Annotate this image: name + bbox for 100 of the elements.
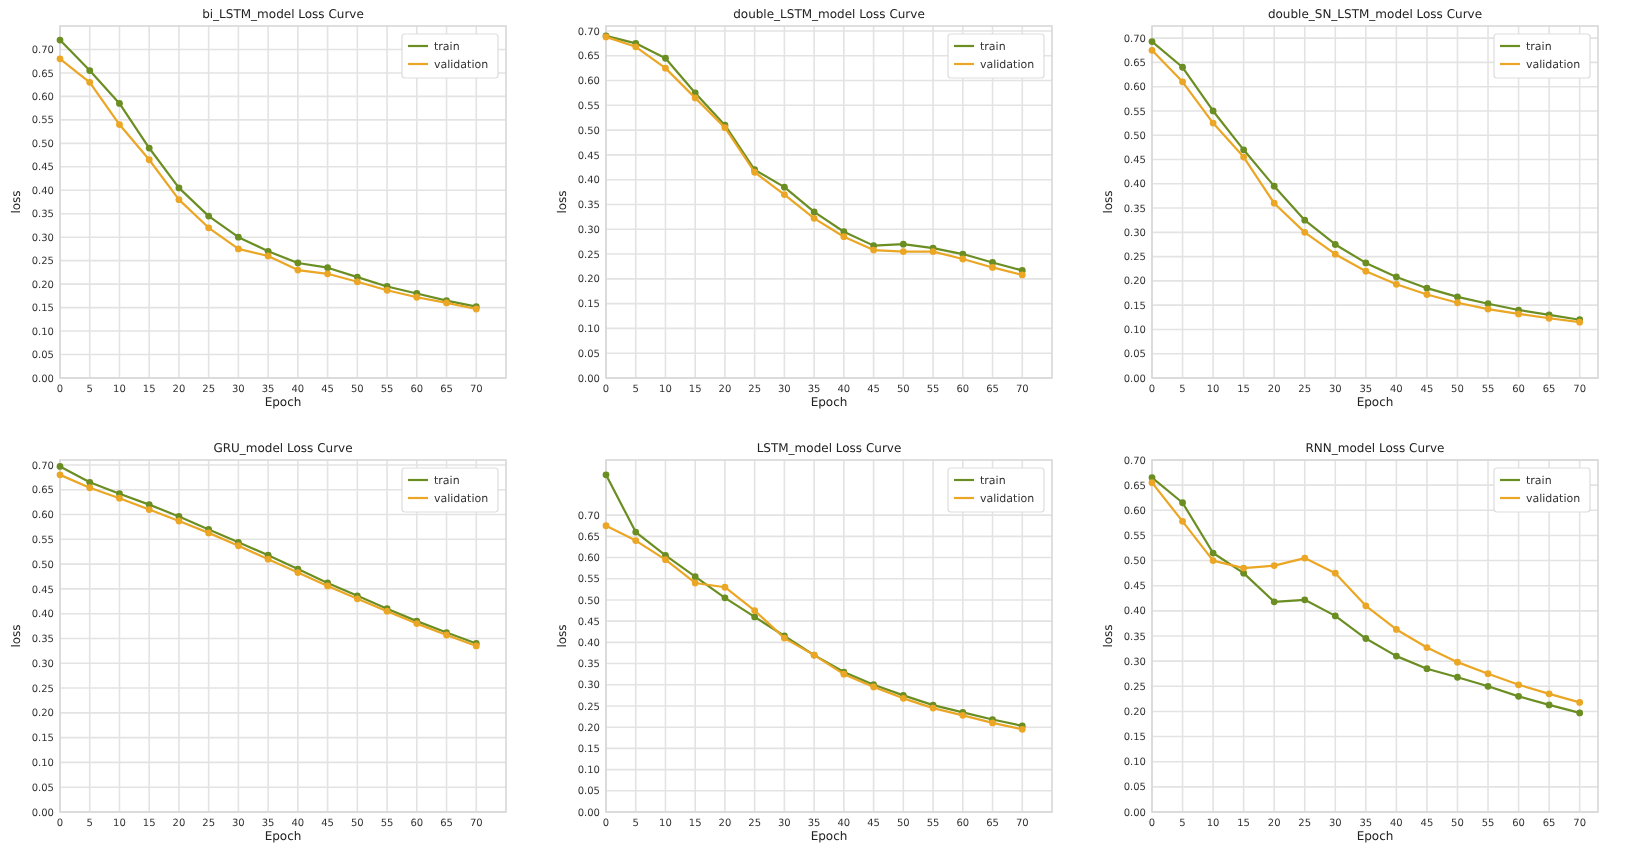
point <box>810 214 818 222</box>
point <box>632 528 640 536</box>
point <box>1484 682 1492 690</box>
point <box>86 78 94 86</box>
point <box>86 67 94 74</box>
point <box>840 233 848 241</box>
point <box>1576 698 1584 706</box>
point <box>1423 291 1431 298</box>
point <box>632 537 640 544</box>
point <box>1209 107 1217 115</box>
point <box>1240 146 1248 154</box>
point <box>1515 692 1522 700</box>
point <box>1301 228 1309 236</box>
point <box>1484 670 1492 678</box>
point <box>294 259 302 267</box>
point <box>1148 46 1156 54</box>
point <box>175 517 183 525</box>
point <box>1301 596 1309 604</box>
point <box>1240 569 1248 577</box>
point <box>1270 562 1278 569</box>
point <box>899 248 907 255</box>
point <box>205 212 213 220</box>
point <box>1392 273 1400 281</box>
point <box>781 191 788 198</box>
point <box>1423 644 1431 651</box>
point <box>56 463 64 470</box>
point <box>235 233 242 241</box>
point <box>662 556 669 564</box>
point <box>1362 635 1370 642</box>
point <box>1331 612 1339 620</box>
point <box>989 264 996 271</box>
point <box>691 579 699 587</box>
point <box>175 196 183 204</box>
point <box>602 522 610 530</box>
point <box>116 121 123 128</box>
point <box>1362 267 1370 275</box>
point <box>1392 280 1400 288</box>
point <box>1545 690 1553 698</box>
point <box>899 240 907 248</box>
point <box>959 255 967 263</box>
point <box>1240 564 1248 572</box>
point <box>781 183 788 191</box>
point <box>662 64 669 72</box>
point <box>1270 199 1278 207</box>
point <box>145 506 153 513</box>
point <box>56 471 64 479</box>
point <box>1331 569 1339 577</box>
point <box>721 583 729 591</box>
point <box>1454 673 1461 681</box>
point <box>1545 701 1553 709</box>
point <box>1362 602 1370 610</box>
point <box>1209 119 1217 127</box>
point <box>86 478 94 486</box>
point <box>1018 271 1026 279</box>
point <box>145 156 153 164</box>
point <box>116 100 123 107</box>
point <box>324 264 331 272</box>
point <box>1179 499 1186 507</box>
point <box>1179 78 1186 86</box>
point <box>264 252 272 260</box>
point <box>56 36 64 44</box>
point <box>1240 153 1248 161</box>
point <box>721 594 729 602</box>
point <box>1301 554 1309 562</box>
point <box>1576 709 1584 717</box>
point <box>1148 38 1156 45</box>
point <box>691 573 699 581</box>
point <box>662 54 669 62</box>
point <box>1270 598 1278 606</box>
point <box>1209 557 1217 564</box>
point <box>1331 250 1339 258</box>
point <box>1484 305 1492 313</box>
point <box>1179 517 1186 525</box>
point <box>1148 479 1156 487</box>
point <box>175 184 183 192</box>
point <box>1331 241 1339 248</box>
point <box>1392 626 1400 633</box>
point <box>86 484 94 492</box>
point <box>1454 299 1461 307</box>
point <box>1301 216 1309 224</box>
point <box>1362 259 1370 267</box>
point <box>751 607 759 614</box>
point <box>810 208 818 216</box>
point <box>1209 549 1217 557</box>
point <box>1454 658 1461 666</box>
point <box>1423 665 1431 673</box>
point <box>235 245 242 253</box>
point <box>1392 652 1400 660</box>
point <box>294 266 302 274</box>
point <box>205 224 213 232</box>
point <box>353 278 361 286</box>
point <box>1515 681 1522 689</box>
point <box>1454 293 1461 301</box>
point <box>324 270 331 278</box>
point <box>1423 284 1431 292</box>
point <box>145 144 153 152</box>
point <box>56 55 64 63</box>
point <box>1179 63 1186 71</box>
point <box>602 471 610 479</box>
point <box>751 613 759 621</box>
